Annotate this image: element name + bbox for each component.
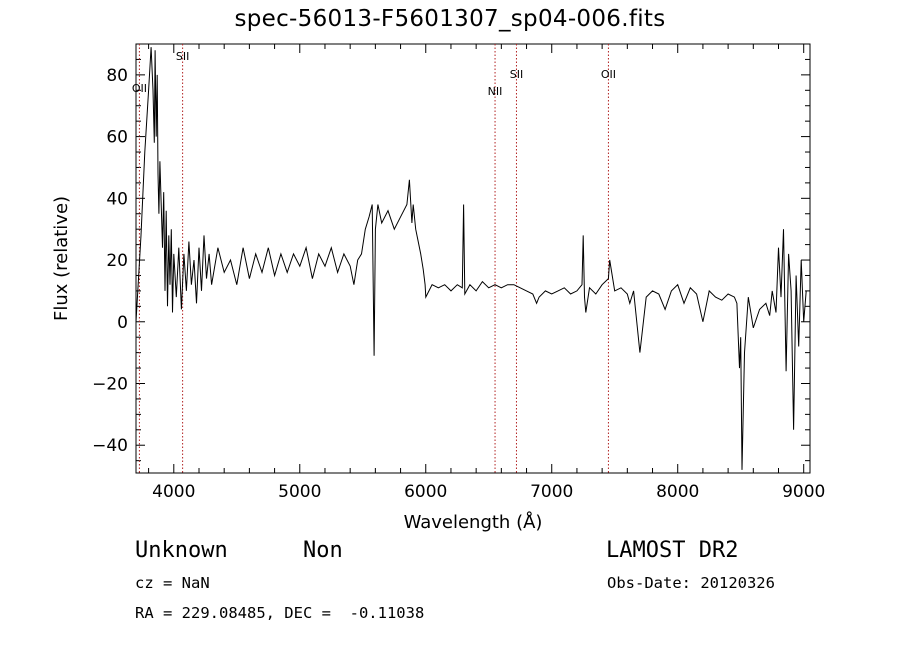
class-label: Unknown <box>135 538 228 563</box>
cz-label: cz = NaN <box>135 574 210 592</box>
x-tick-label: 9000 <box>782 482 825 502</box>
x-tick-label: 5000 <box>278 482 321 502</box>
x-tick-label: 7000 <box>530 482 573 502</box>
obs-date-label: Obs-Date: 20120326 <box>607 574 775 592</box>
axis-ticks: 4000 5000 6000 7000 8000 9000 −40 −20 0 20 40 60 80 <box>92 43 825 502</box>
x-axis-label: Wavelength (Å) <box>404 511 543 533</box>
x-tick-label: 4000 <box>152 482 195 502</box>
line-markers: OII SII NII SII OII <box>132 44 616 473</box>
spectrum-line <box>135 47 807 470</box>
y-tick-label: 0 <box>117 313 128 333</box>
line-marker-label: SII <box>176 50 189 63</box>
chart-title: spec-56013-F5601307_sp04-006.fits <box>234 6 666 32</box>
plot-frame <box>135 43 811 474</box>
x-tick-label: 8000 <box>656 482 699 502</box>
y-tick-label: 20 <box>106 251 128 271</box>
line-marker-label: OII <box>601 68 616 81</box>
x-tick-label: 6000 <box>404 482 447 502</box>
y-tick-label: 80 <box>106 66 128 86</box>
y-tick-label: −20 <box>92 374 128 394</box>
y-tick-label: 40 <box>106 189 128 209</box>
line-marker-label: NII <box>488 85 503 98</box>
subclass-label: Non <box>303 538 343 563</box>
coords-label: RA = 229.08485, DEC = -0.11038 <box>135 604 425 622</box>
y-axis-label: Flux (relative) <box>51 196 72 321</box>
y-tick-label: 60 <box>106 128 128 148</box>
line-marker-label: SII <box>510 68 523 81</box>
y-tick-label: −40 <box>92 436 128 456</box>
line-marker-label: OII <box>132 82 147 95</box>
survey-label: LAMOST DR2 <box>606 538 739 563</box>
